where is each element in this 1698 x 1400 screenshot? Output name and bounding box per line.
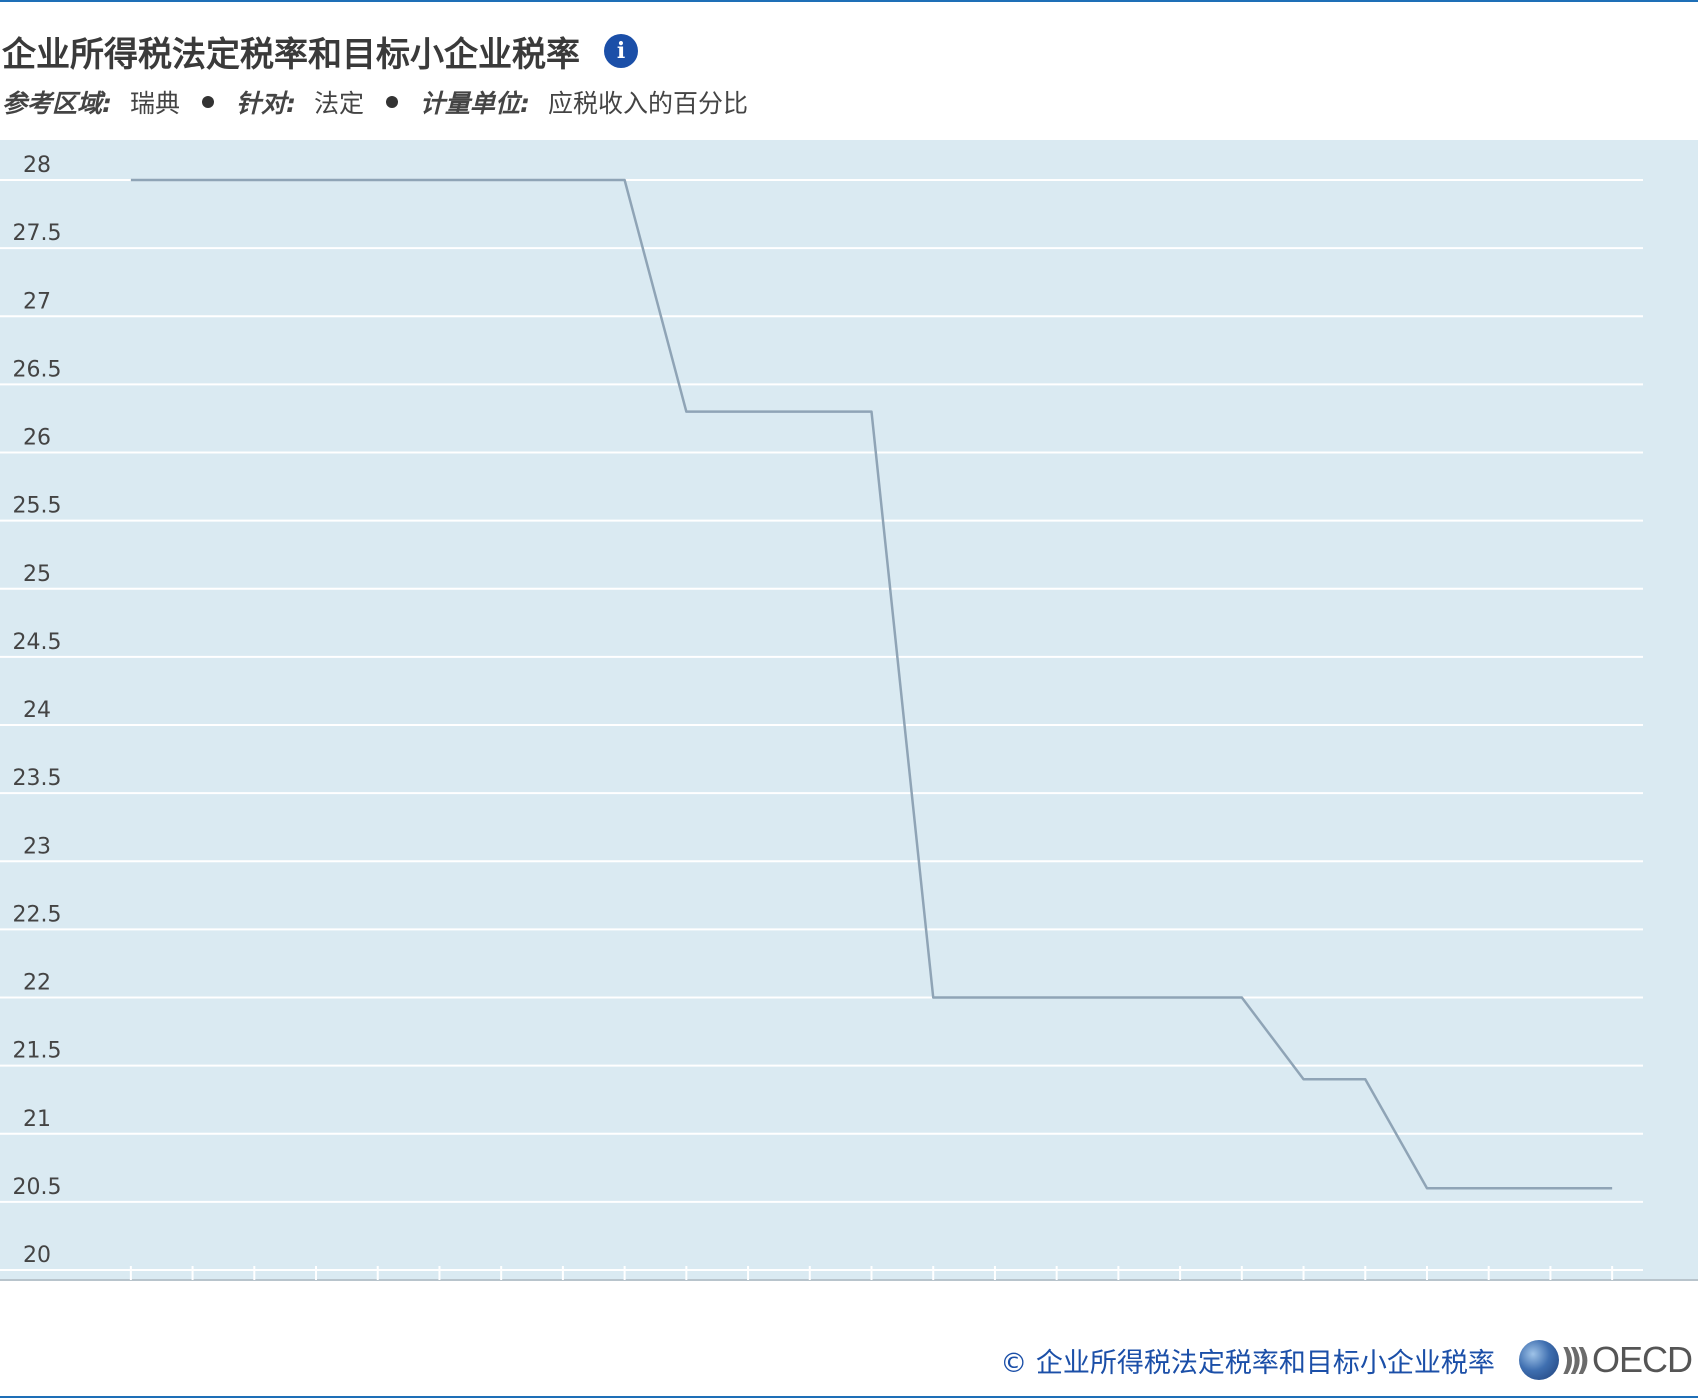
oecd-globe-icon [1518, 1340, 1559, 1380]
oecd-arcs-icon: ))) [1560, 1342, 1590, 1378]
subtitle-value-target: 法定 [314, 89, 365, 118]
y-tick-label: 27.5 [13, 221, 62, 246]
bottom-frame-line [0, 1396, 1698, 1398]
line-chart: 20 20.5 21 21.5 22 22.5 23 23.5 24 24.5 25 25.5 26 26… [0, 140, 1698, 1281]
y-tick-label: 25 [23, 562, 51, 587]
title-row: 企业所得税法定税率和目标小企业税率 i [2, 22, 1692, 80]
y-tick-label: 28 [23, 153, 51, 178]
subtitle-key-target: 针对: [236, 89, 297, 118]
plot-background [0, 140, 1698, 1280]
subtitle-row: 参考区域: 瑞典 针对: 法定 计量单位: 应税收入的百分比 [2, 80, 1692, 124]
oecd-logo-text: OECD [1591, 1339, 1693, 1380]
subtitle-key-region: 参考区域: [2, 89, 112, 118]
chart-title: 企业所得税法定税率和目标小企业税率 [2, 34, 580, 75]
y-tick-label: 27 [23, 289, 51, 314]
y-tick-label: 22.5 [13, 902, 62, 927]
oecd-logo[interactable]: ))) OECD [1518, 1339, 1693, 1381]
subtitle-key-unit: 计量单位: [420, 89, 531, 118]
bullet-separator [202, 96, 215, 108]
y-tick-label: 23 [23, 834, 51, 859]
bullet-separator [386, 96, 399, 108]
y-tick-label: 20 [23, 1243, 51, 1268]
y-tick-label: 26.5 [13, 357, 62, 382]
y-tick-label: 24 [23, 698, 51, 723]
chart-header: 企业所得税法定税率和目标小企业税率 i 参考区域: 瑞典 针对: 法定 计量单位… [2, 22, 1692, 124]
y-tick-label: 26 [23, 426, 51, 451]
y-tick-label: 25.5 [13, 494, 62, 519]
chart-footer: © 企业所得税法定税率和目标小企业税率 ))) OECD [0, 1335, 1693, 1385]
y-tick-label: 22 [23, 971, 51, 996]
y-tick-label: 23.5 [13, 766, 62, 791]
subtitle-value-unit: 应税收入的百分比 [548, 89, 749, 118]
info-icon[interactable]: i [604, 34, 638, 68]
copyright-text: © 企业所得税法定税率和目标小企业税率 [1000, 1347, 1495, 1379]
subtitle-value-region: 瑞典 [130, 89, 181, 118]
top-frame-line [0, 0, 1698, 2]
y-tick-label: 21.5 [13, 1039, 62, 1064]
y-tick-label: 20.5 [13, 1175, 62, 1200]
y-tick-label: 21 [23, 1107, 51, 1132]
y-tick-label: 24.5 [13, 630, 62, 655]
